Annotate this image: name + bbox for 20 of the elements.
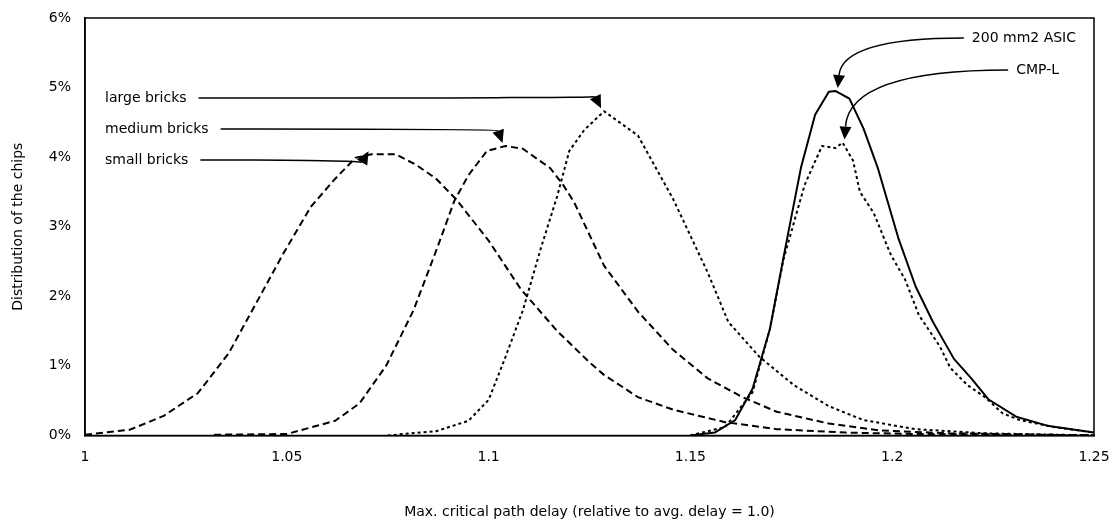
annotation: CMP-L: [1016, 60, 1060, 77]
y-tick-label: 0%: [48, 426, 72, 443]
y-tick-label: 2%: [48, 286, 72, 303]
y-tick-label: 3%: [48, 217, 72, 234]
x-tick-label: 1.25: [1078, 448, 1110, 465]
x-tick-label: 1.2: [881, 448, 904, 465]
annotation: small bricks: [105, 150, 189, 167]
annotation: 200 mm2 ASIC: [971, 28, 1077, 45]
x-tick-label: 1.15: [674, 448, 706, 465]
annotation: large bricks: [105, 88, 187, 105]
y-axis-title: Distribution of the chips: [9, 142, 26, 311]
y-tick-label: 6%: [48, 8, 72, 25]
x-tick-label: 1: [80, 448, 90, 465]
y-tick-label: 5%: [48, 78, 72, 95]
y-tick-label: 4%: [48, 147, 72, 164]
y-tick-label: 1%: [48, 356, 72, 373]
annotation: medium bricks: [105, 119, 209, 136]
x-tick-label: 1.05: [271, 448, 303, 465]
x-tick-label: 1.1: [477, 448, 500, 465]
x-axis-title: Max. critical path delay (relative to avg. delay = 1.0): [404, 503, 775, 520]
